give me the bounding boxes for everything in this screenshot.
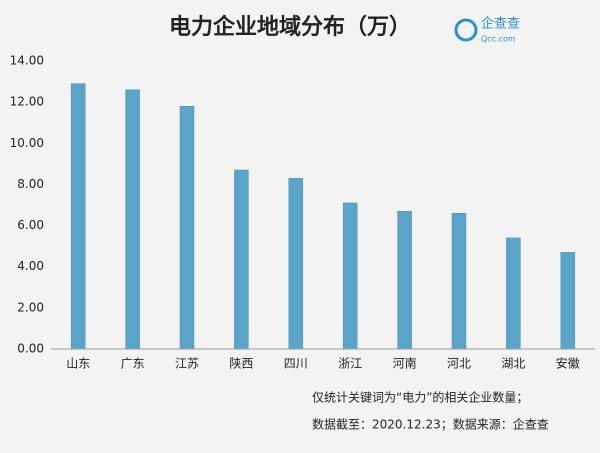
x-tick-label: 湖北 [501,356,525,371]
bar [179,106,195,350]
x-tick-label: 河北 [447,357,471,371]
bar [397,210,412,350]
x-tick-label: 广东 [121,357,145,371]
chart-title: 电力企业地域分布（万） [169,14,411,40]
x-tick-label: 安徽 [556,356,580,371]
y-tick-label: 10.00 [10,136,44,150]
x-tick-label: 河南 [393,356,417,371]
y-tick-label: 2.00 [17,300,44,314]
bar [342,202,358,350]
logo: 企查查 Qcc.com [454,16,520,44]
x-tick-label: 陕西 [229,356,253,371]
bar [451,212,467,350]
note: 仅统计关键词为“电力”的相关企业数量； [312,390,528,405]
bar [506,237,521,350]
x-tick-label: 山东 [66,357,90,371]
bar [560,252,576,350]
x-tick-label: 江苏 [175,357,199,371]
y-tick-label: 12.00 [10,95,44,109]
x-tick-label: 四川 [284,357,308,371]
y-tick-label: 6.00 [17,218,44,232]
bar [125,89,140,350]
bar [70,83,86,350]
bar [234,169,249,350]
y-tick-label: 0.00 [17,342,44,356]
logo-icon [454,18,478,42]
logo-site: Qcc.com [481,35,516,44]
x-tick-label: 浙江 [338,357,362,371]
bar [288,178,304,350]
note: 数据截至：2020.12.23；数据来源：企查查 [312,417,549,432]
y-tick-label: 4.00 [17,259,44,273]
y-tick-label: 14.00 [10,54,44,68]
y-tick-label: 8.00 [17,177,44,191]
logo-name: 企查查 [481,16,520,32]
